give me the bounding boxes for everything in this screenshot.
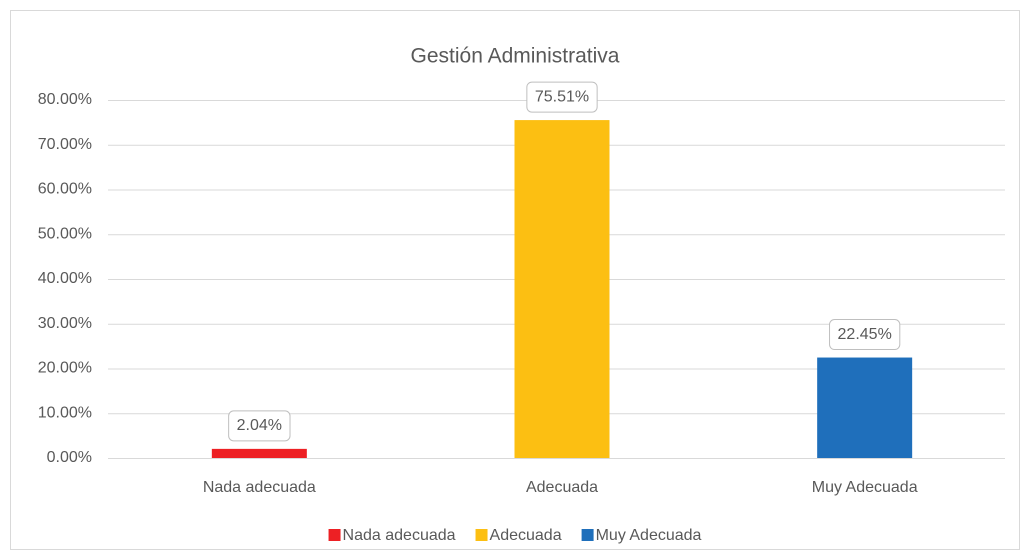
y-tick-label: 40.00% xyxy=(38,270,92,287)
legend-label: Adecuada xyxy=(490,527,562,544)
data-label-box xyxy=(228,410,291,442)
legend-label: Muy Adecuada xyxy=(596,527,702,544)
data-label: 75.51% xyxy=(535,88,589,105)
bar xyxy=(211,448,307,458)
bar xyxy=(514,120,610,459)
data-label: 22.45% xyxy=(838,326,892,343)
y-tick-label: 80.00% xyxy=(38,91,92,108)
y-tick-label: 70.00% xyxy=(38,136,92,153)
legend-label: Nada adecuada xyxy=(343,527,456,544)
x-tick-label: Muy Adecuada xyxy=(812,479,918,496)
data-label: 2.04% xyxy=(237,417,282,434)
y-tick-label: 60.00% xyxy=(38,181,92,198)
y-tick-label: 50.00% xyxy=(38,225,92,242)
y-tick-label: 30.00% xyxy=(38,315,92,332)
data-label-box xyxy=(526,81,598,113)
x-tick-label: Adecuada xyxy=(526,479,598,496)
y-tick-label: 10.00% xyxy=(38,404,92,421)
y-tick-label: 20.00% xyxy=(38,360,92,377)
bar xyxy=(817,357,913,458)
legend-swatch xyxy=(475,529,488,541)
legend-swatch xyxy=(328,529,341,541)
y-tick-label: 0.00% xyxy=(47,449,92,466)
data-label-box xyxy=(829,319,901,351)
x-tick-label: Nada adecuada xyxy=(203,479,316,496)
legend-swatch xyxy=(581,529,594,541)
chart-title: Gestión Administrativa xyxy=(411,45,620,68)
